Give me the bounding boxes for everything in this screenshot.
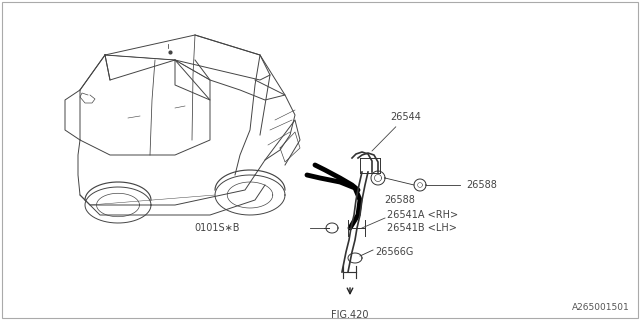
Text: FIG.420: FIG.420 xyxy=(332,310,369,320)
Text: A265001501: A265001501 xyxy=(572,303,630,312)
Text: 0101S∗B: 0101S∗B xyxy=(195,223,240,233)
Text: 26566G: 26566G xyxy=(375,247,413,257)
Text: 26588: 26588 xyxy=(384,195,415,205)
Text: 26541B <LH>: 26541B <LH> xyxy=(387,223,457,233)
Text: 26588: 26588 xyxy=(466,180,497,190)
Text: 26544: 26544 xyxy=(372,112,421,151)
Text: 26541A <RH>: 26541A <RH> xyxy=(387,210,458,220)
